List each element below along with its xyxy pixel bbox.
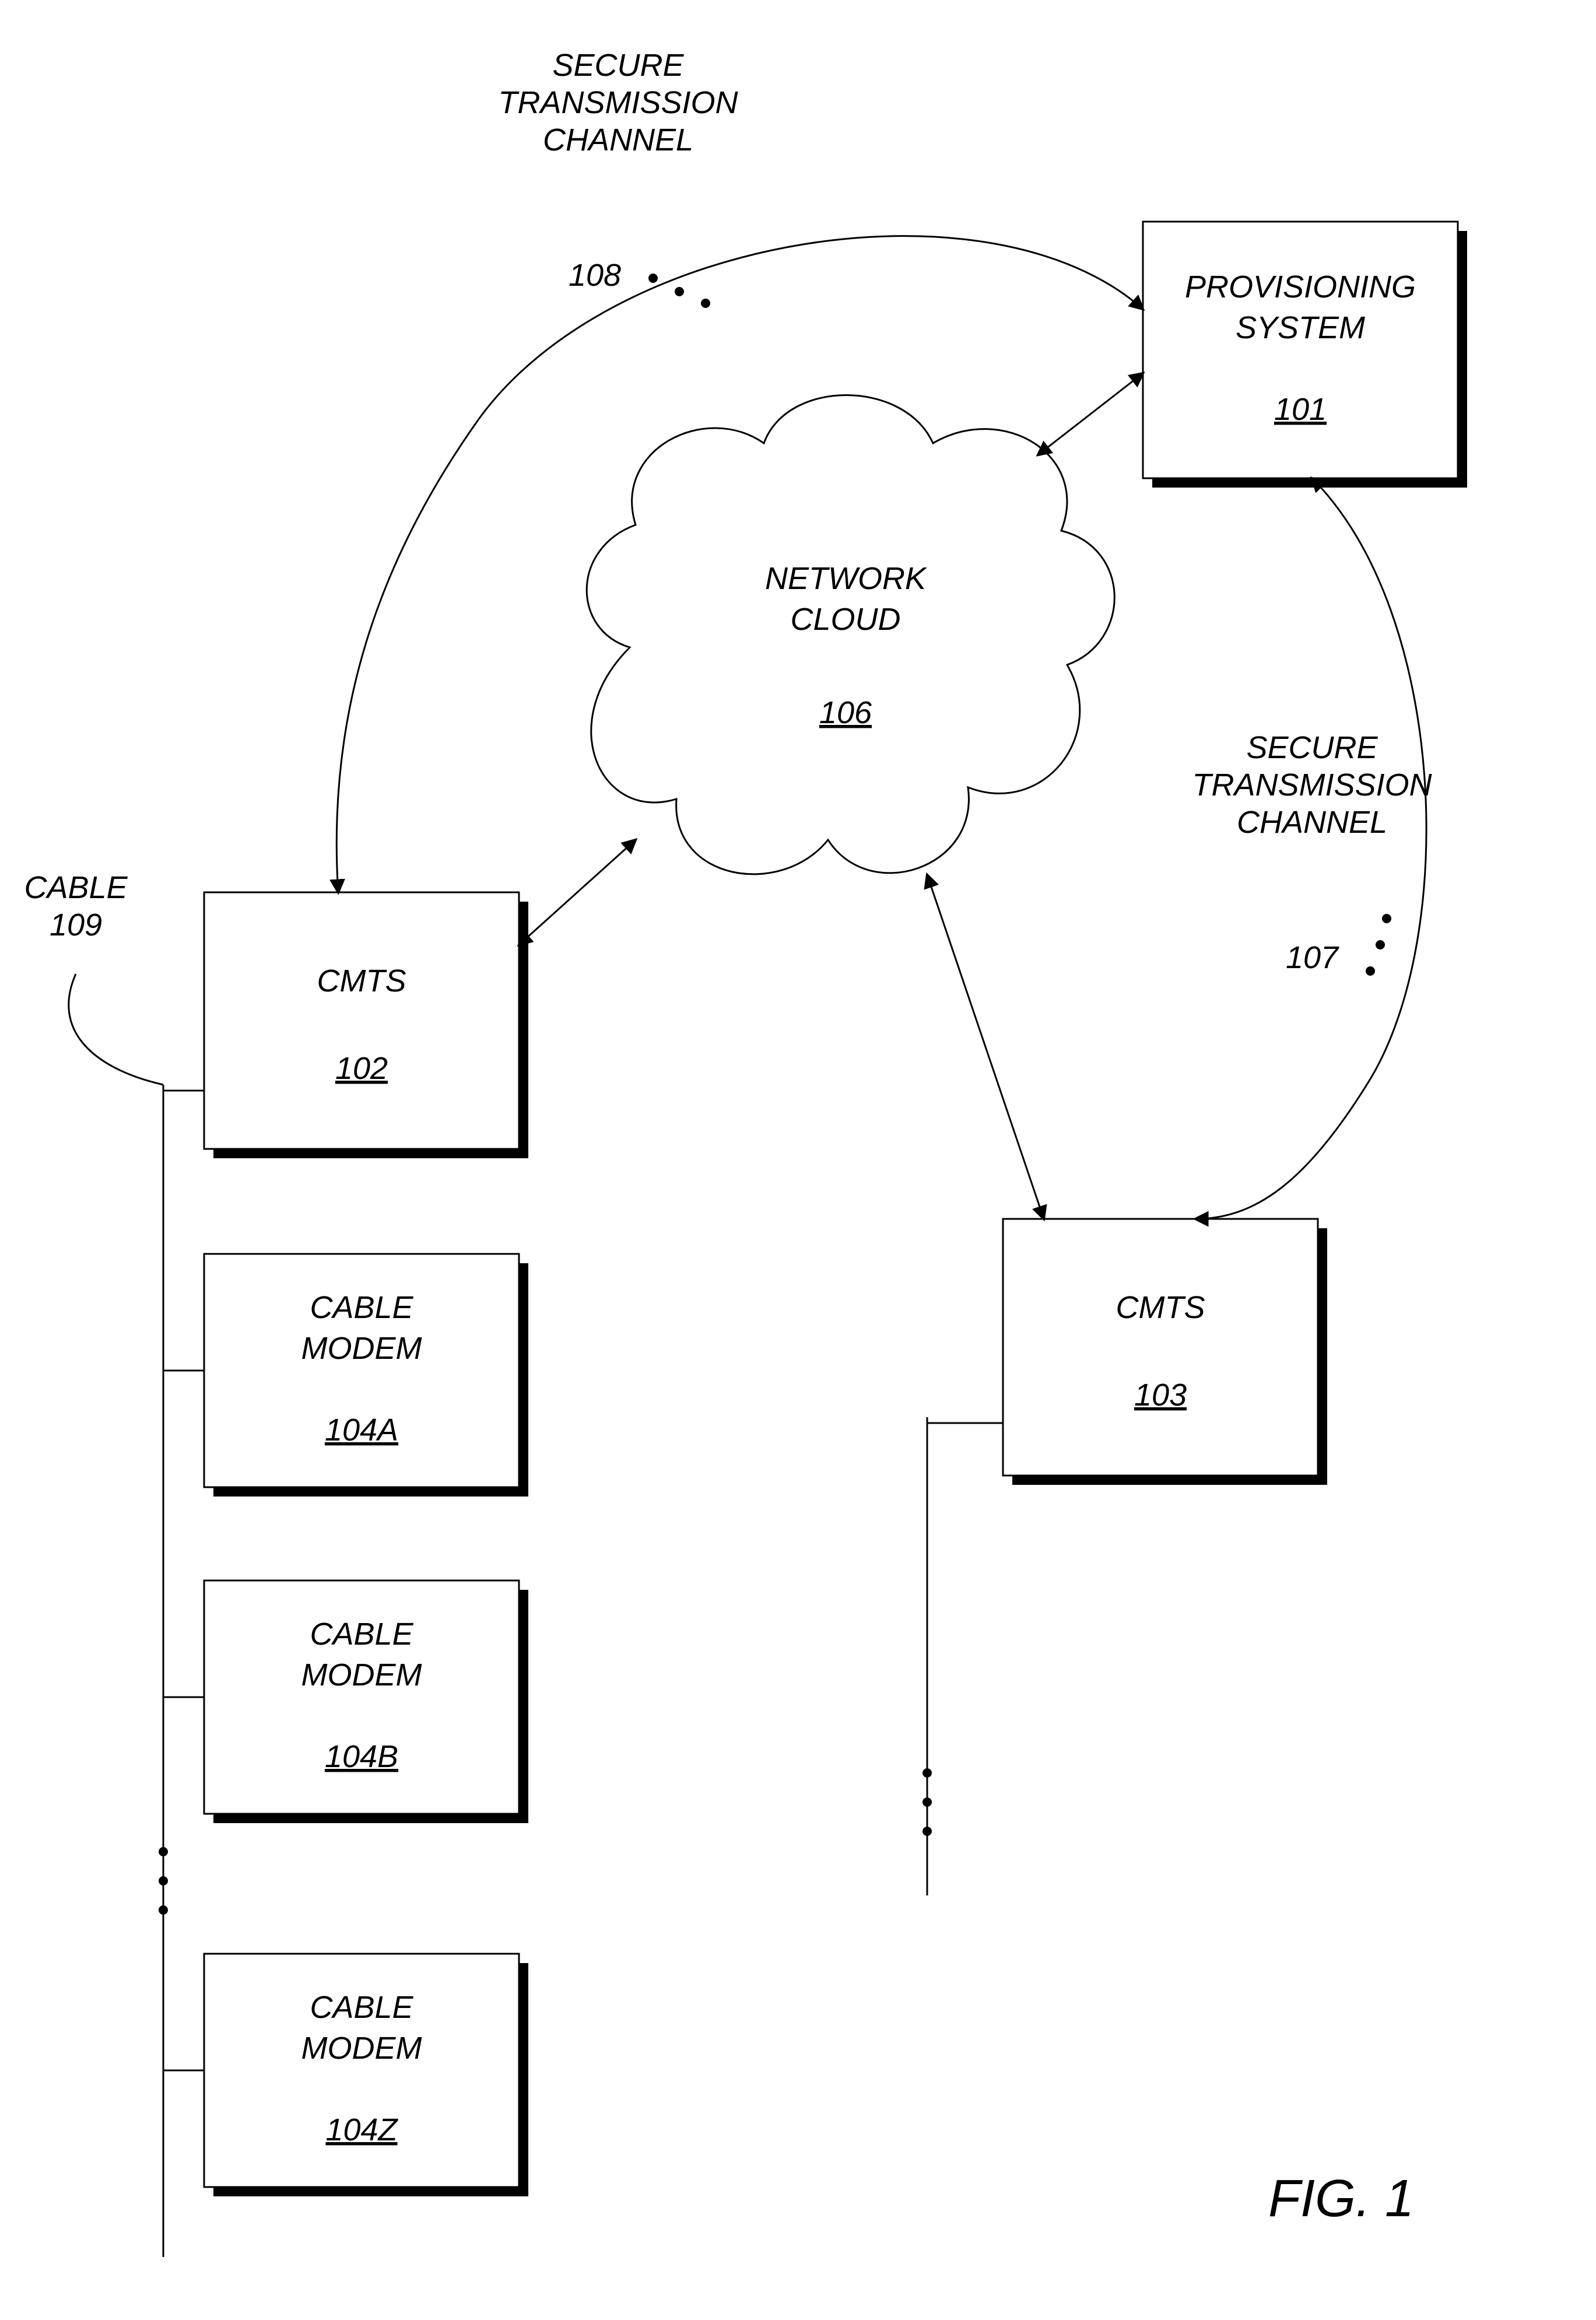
secure-108-line-1: TRANSMISSION [498,85,738,120]
cmts-103-label: CMTS [1116,1290,1205,1325]
modem_z-label-2: MODEM [301,2031,422,2066]
secure-108-line-0: SECURE [552,48,684,83]
dot-near_108-1 [675,287,684,296]
modem_a-ref: 104A [325,1413,398,1448]
cable-109-line-1: 109 [50,907,102,942]
dot-near_107-2 [1382,914,1391,923]
dot-near_107-0 [1366,966,1375,976]
figure-label: FIG. 1 [1268,2170,1414,2228]
cable-modem_z-box [204,1954,519,2187]
cloud-label-2: CLOUD [790,602,900,637]
dot-near_108-0 [648,274,658,283]
figure-1-diagram: PROVISIONING SYSTEM 101 CMTS 102 CMTS 103 CABLE… [0,0,1596,2320]
cmts-103-box [1003,1219,1318,1476]
cable-modem_a-box [204,1254,519,1487]
secure-107-line-1: TRANSMISSION [1192,768,1432,802]
modem_z-label-1: CABLE [310,1990,413,2025]
secure-107-line-0: SECURE [1246,730,1378,765]
modem_b-ref: 104B [325,1739,398,1774]
ref-108: 108 [569,258,621,293]
dot-near_108-2 [701,299,710,308]
secure-channel-107-arc [1195,478,1426,1219]
cloud-link-to_cmts102 [519,840,636,945]
cmts-102-box [204,892,519,1149]
cable-109-curve [69,974,163,1085]
cmts-102-label: CMTS [317,963,406,998]
provisioning-system-box [1143,222,1458,478]
modem_a-label-2: MODEM [301,1331,422,1366]
secure-108-line-2: CHANNEL [543,122,693,157]
provisioning-label-2: SYSTEM [1236,310,1365,345]
provisioning-label-1: PROVISIONING [1185,269,1416,304]
cloud-ref: 106 [819,695,872,730]
ref-107: 107 [1286,940,1339,975]
provisioning-ref: 101 [1274,392,1327,427]
cable-109-line-0: CABLE [24,870,128,905]
cmts-103-ref: 103 [1134,1378,1187,1413]
cable-modem_b-box [204,1580,519,1814]
cloud-link-to_provisioning [1038,373,1143,455]
cloud-label-1: NETWORK [765,561,927,596]
cmts-102-ref: 102 [335,1051,388,1086]
secure-107-line-2: CHANNEL [1237,805,1387,840]
modem_b-label-2: MODEM [301,1657,422,1692]
modem_z-ref: 104Z [325,2112,398,2147]
cloud-link-to_cmts103 [927,875,1044,1219]
dot-near_107-1 [1376,940,1385,949]
modem_a-label-1: CABLE [310,1290,413,1325]
modem_b-label-1: CABLE [310,1617,413,1652]
